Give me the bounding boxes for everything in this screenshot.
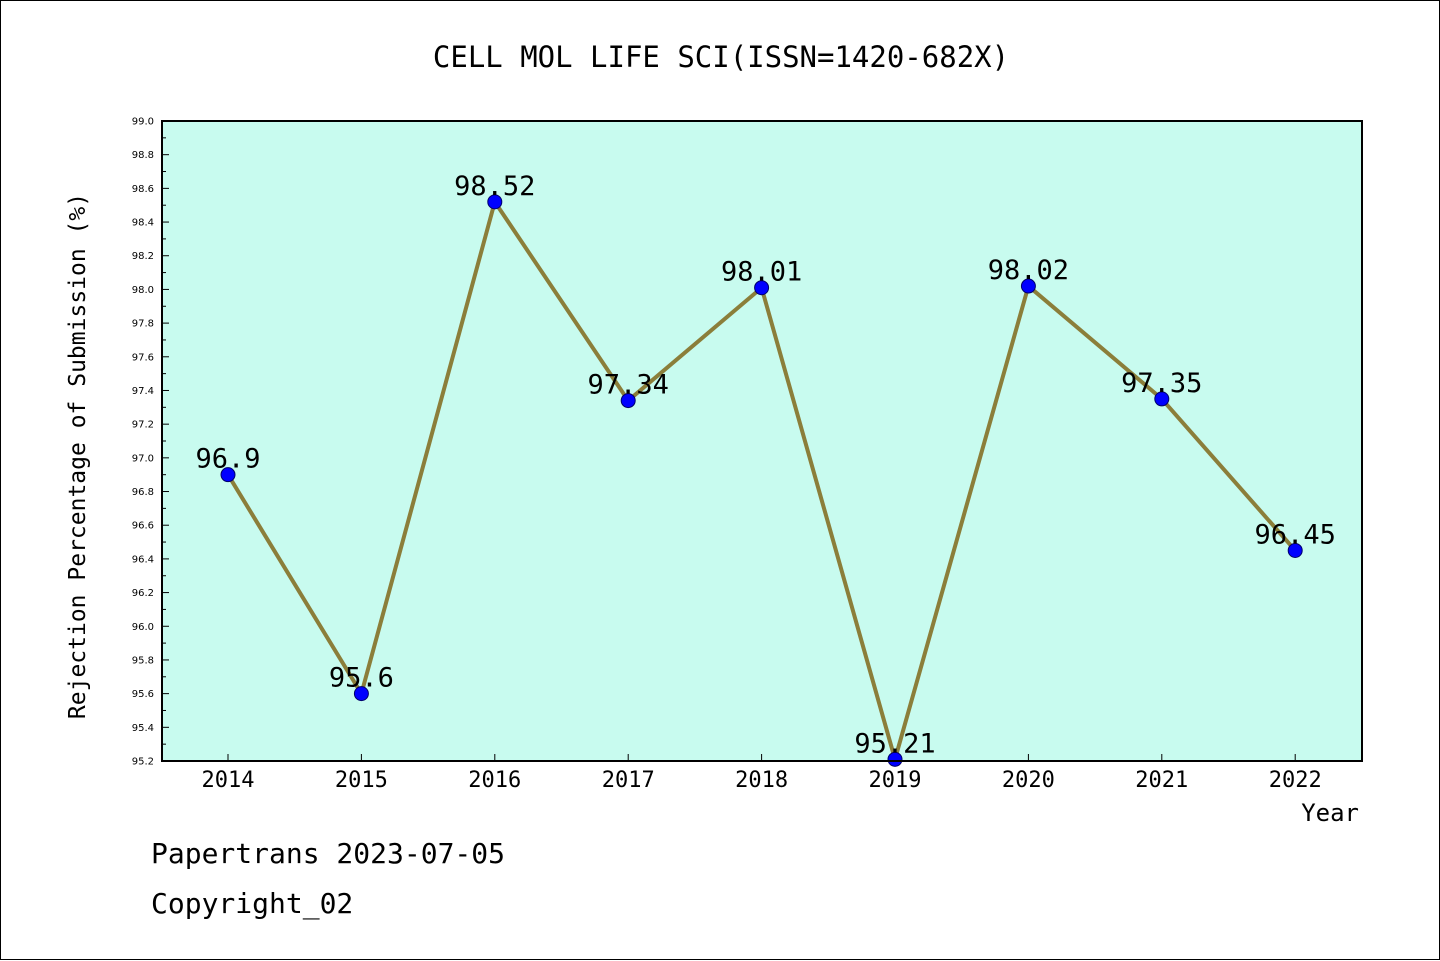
y-tick-label: 96.0: [132, 622, 154, 633]
y-tick-label: 95.2: [132, 757, 154, 768]
chart-title: CELL MOL LIFE SCI(ISSN=1420-682X): [433, 40, 1009, 74]
y-tick-label: 97.6: [132, 352, 154, 363]
y-tick-label: 96.2: [132, 588, 154, 599]
data-label: 96.9: [195, 444, 260, 475]
y-tick-label: 98.6: [132, 184, 154, 195]
data-label: 95.21: [854, 728, 935, 759]
y-tick-label: 96.4: [132, 554, 154, 565]
x-tick-label: 2016: [468, 768, 521, 793]
x-tick-label: 2018: [735, 768, 788, 793]
y-tick-label: 97.4: [132, 386, 154, 397]
y-tick-label: 96.6: [132, 521, 154, 532]
x-tick-label: 2019: [869, 768, 922, 793]
x-tick-label: 2017: [602, 768, 655, 793]
y-tick-label: 96.8: [132, 487, 154, 498]
y-tick-label: 98.2: [132, 251, 154, 262]
data-label: 97.34: [588, 370, 669, 401]
y-tick-label: 98.8: [132, 150, 154, 161]
data-label: 95.6: [329, 663, 394, 694]
data-label: 98.52: [454, 171, 535, 202]
x-tick-label: 2021: [1135, 768, 1188, 793]
data-point: [1154, 391, 1170, 407]
data-label: 96.45: [1255, 519, 1336, 550]
y-tick-label: 95.6: [132, 689, 154, 700]
data-point: [754, 280, 770, 296]
x-tick-label: 2014: [202, 768, 255, 793]
x-tick-label: 2022: [1269, 768, 1322, 793]
y-tick-label: 97.2: [132, 420, 154, 431]
x-axis-label: Year: [1301, 799, 1359, 827]
y-tick-label: 97.0: [132, 453, 154, 464]
plot-area: [162, 121, 1362, 761]
footer-copyright-text: Copyright_02: [151, 887, 354, 920]
x-tick-label: 2015: [335, 768, 388, 793]
y-tick-label: 98.0: [132, 285, 154, 296]
data-point: [887, 751, 903, 767]
data-point: [1287, 542, 1303, 558]
x-tick-label: 2020: [1002, 768, 1055, 793]
y-tick-label: 97.8: [132, 319, 154, 330]
data-point: [620, 393, 636, 409]
footer-date-text: Papertrans 2023-07-05: [151, 837, 506, 870]
data-point: [1020, 278, 1036, 294]
data-label: 98.02: [988, 255, 1069, 286]
y-tick-label: 95.8: [132, 655, 154, 666]
data-point: [220, 467, 236, 483]
y-tick-label: 99.0: [132, 117, 154, 128]
data-point: [353, 686, 369, 702]
data-label: 97.35: [1121, 368, 1202, 399]
data-label: 98.01: [721, 257, 802, 288]
data-point: [487, 194, 503, 210]
y-tick-label: 98.4: [132, 218, 154, 229]
y-tick-label: 95.4: [132, 723, 154, 734]
plot-border: [161, 120, 1363, 762]
y-axis-label: Rejection Percentage of Submission (%): [65, 193, 91, 719]
